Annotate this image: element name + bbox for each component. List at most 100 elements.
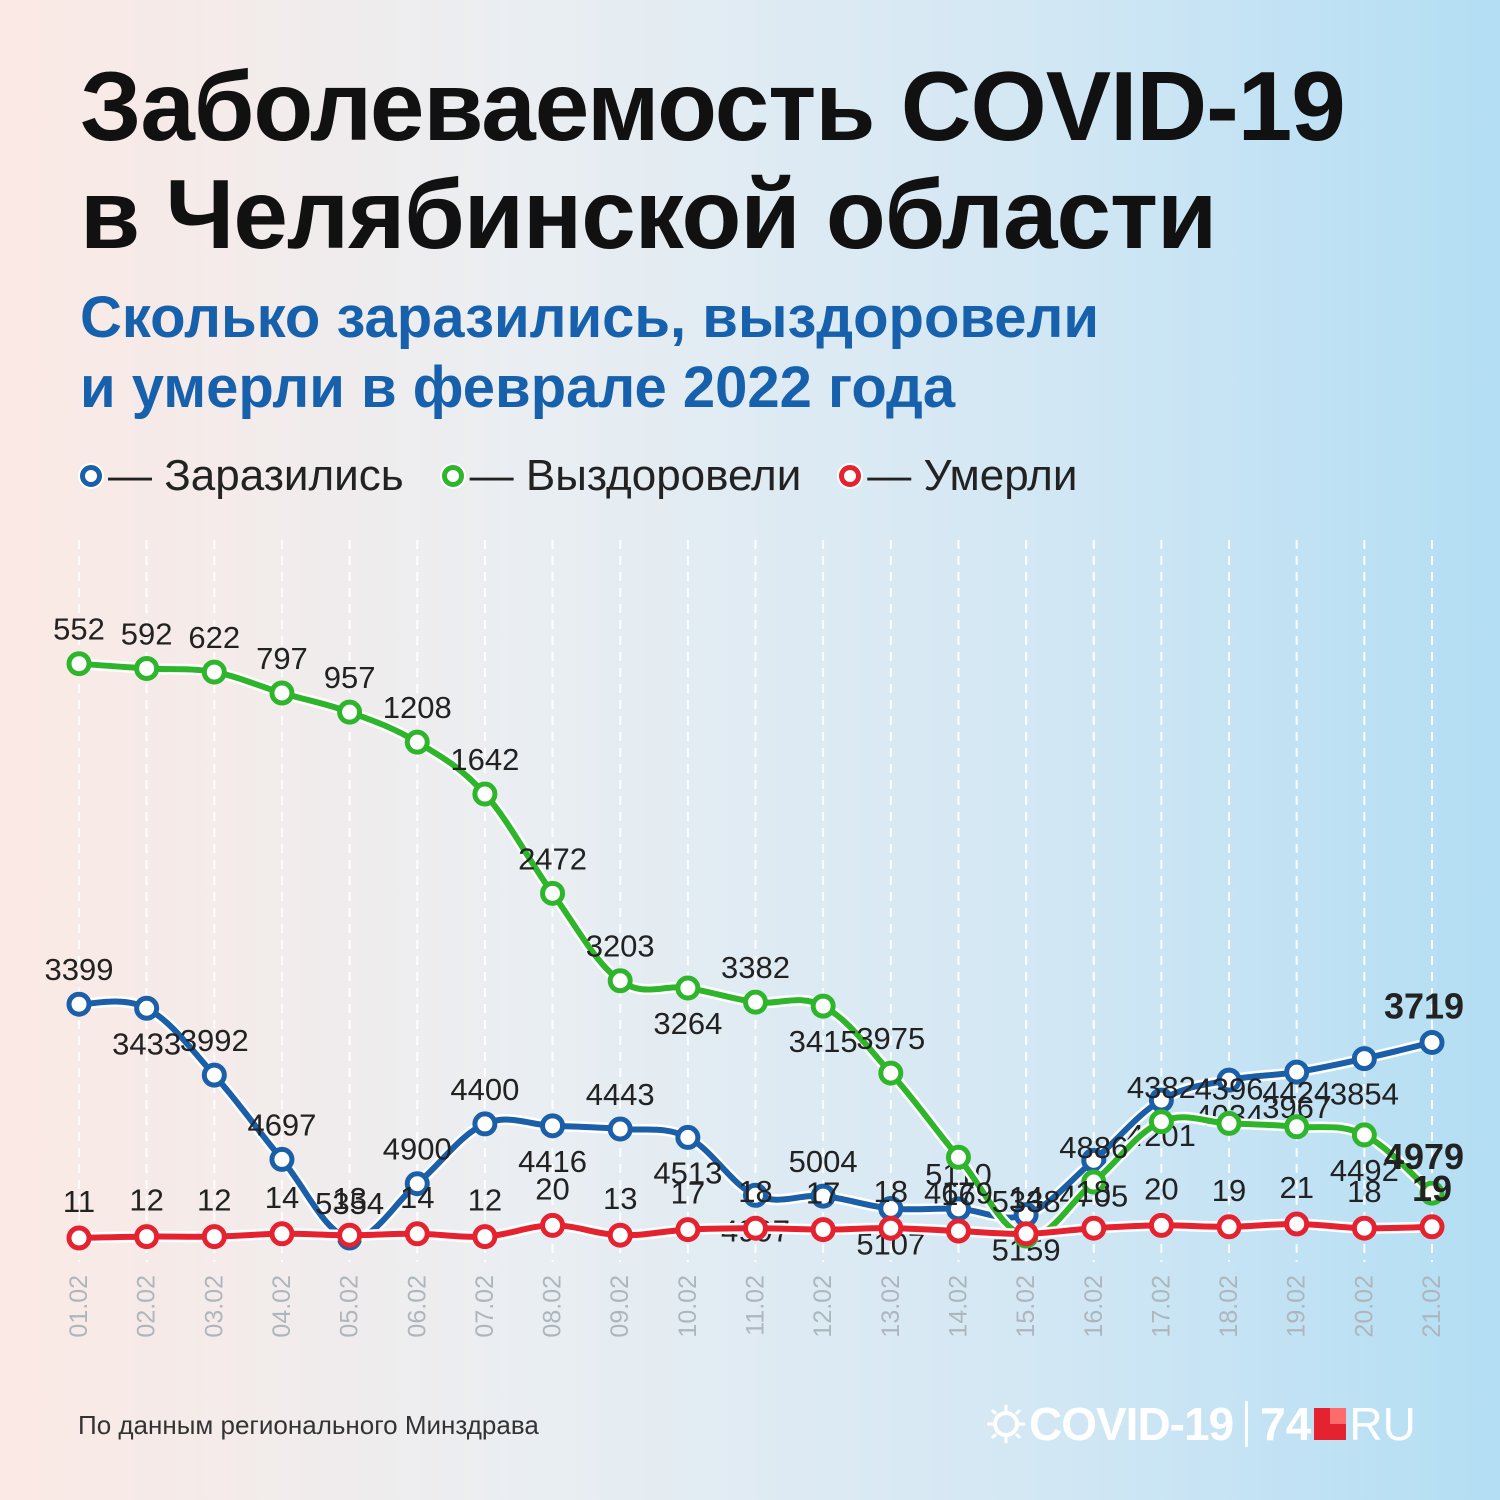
recovered-point	[201, 659, 227, 685]
recovered-point	[1351, 1122, 1377, 1148]
data-label: 4886	[1059, 1130, 1128, 1165]
data-label: 1208	[383, 690, 452, 725]
data-label: 5338	[992, 1184, 1061, 1219]
data-label: 2472	[518, 841, 587, 876]
data-label: 12	[129, 1183, 163, 1218]
data-label: 14	[265, 1180, 299, 1215]
deaths-point	[1148, 1212, 1174, 1238]
data-label: 11	[63, 1184, 95, 1219]
data-label: 3854	[1330, 1077, 1399, 1112]
infected-point	[66, 991, 92, 1017]
deaths-point	[66, 1225, 92, 1251]
data-label: 18	[738, 1174, 772, 1209]
infected-point	[675, 1124, 701, 1150]
legend-label-infected: — Заразились	[108, 451, 404, 500]
data-label: 20	[535, 1171, 569, 1206]
deaths-point	[878, 1215, 904, 1241]
data-label: 19	[1212, 1173, 1246, 1208]
x-tick-label: 21.02	[1418, 1275, 1446, 1338]
series-deaths: 11 12 12 14 13 14 12 20 13 17 18 17 18 16 14 18 20 19 21 18…	[63, 1168, 1452, 1251]
data-label: 3415	[789, 1024, 858, 1059]
infected-point	[269, 1146, 295, 1172]
data-label: 4400	[450, 1072, 519, 1107]
deaths-point	[1081, 1215, 1107, 1241]
data-label: 4679	[924, 1175, 993, 1210]
data-label: 797	[256, 641, 308, 676]
infected-point	[743, 1182, 768, 1208]
logo-separator	[1245, 1401, 1249, 1447]
deaths-point	[743, 1215, 768, 1241]
recovered-point	[607, 968, 633, 994]
x-tick-label: 20.02	[1350, 1275, 1378, 1338]
deaths-point	[337, 1222, 363, 1248]
data-label: 1642	[450, 742, 519, 777]
deaths-point	[201, 1224, 227, 1250]
subtitle-line-2: и умерли в феврале 2022 года	[80, 355, 956, 420]
source-note: По данным регионального Минздрава	[78, 1410, 539, 1440]
data-label: 4513	[653, 1155, 722, 1190]
data-label: 4492	[1330, 1153, 1399, 1188]
data-label: 12	[468, 1183, 502, 1218]
deaths-point	[472, 1224, 498, 1250]
data-label: 3203	[586, 929, 655, 964]
deaths-point	[269, 1221, 295, 1247]
recovered-point	[945, 1144, 971, 1170]
legend-item-recovered: — Выздоровели	[441, 451, 802, 501]
data-label: 3719	[1384, 985, 1464, 1026]
data-label: 622	[188, 620, 240, 655]
data-label: 14	[400, 1180, 434, 1215]
data-label: 13	[603, 1181, 637, 1216]
infected-point	[404, 1171, 430, 1197]
x-tick-label: 08.02	[539, 1275, 567, 1338]
recovered-point	[66, 651, 92, 677]
infected-point	[540, 1113, 566, 1139]
legend-label-recovered: — Выздоровели	[469, 451, 802, 500]
recovered-point	[540, 880, 566, 906]
recovered-point	[1216, 1110, 1242, 1136]
data-label: 19	[1412, 1168, 1452, 1209]
infected-point	[810, 1183, 836, 1209]
data-label: 13	[332, 1181, 366, 1216]
recovered-point	[337, 699, 363, 725]
recovered-point	[1148, 1109, 1174, 1135]
data-label: 4416	[518, 1144, 587, 1179]
x-tick-label: 13.02	[877, 1275, 905, 1338]
data-label: 3382	[721, 950, 790, 985]
logo-square-icon	[1314, 1408, 1347, 1440]
chart-legend: — Заразились — Выздоровели — Умерли	[80, 448, 1115, 504]
data-label: 18	[874, 1174, 908, 1209]
series-infected-line	[76, 998, 1435, 1242]
data-label: 4424	[1262, 1075, 1331, 1110]
deaths-point	[810, 1217, 836, 1243]
data-label: 12	[197, 1183, 231, 1218]
data-label: 957	[324, 660, 376, 695]
x-tick-label: 10.02	[674, 1275, 702, 1338]
recovered-point	[675, 975, 701, 1001]
infected-point	[1351, 1046, 1377, 1072]
x-tick-label: 01.02	[65, 1275, 93, 1338]
data-label: 18	[1077, 1174, 1111, 1209]
x-tick-label: 05.02	[336, 1275, 364, 1338]
infected-point	[201, 1062, 227, 1088]
infected-point	[472, 1111, 498, 1137]
recovered-point	[472, 781, 498, 807]
legend-item-infected: — Заразились	[80, 451, 404, 501]
page-title: Заболеваемость COVID-19 в Челябинской об…	[80, 52, 1346, 269]
x-tick-label: 14.02	[944, 1275, 972, 1338]
infected-point	[1216, 1067, 1242, 1093]
deaths-point	[134, 1224, 160, 1250]
x-tick-label: 18.02	[1215, 1275, 1243, 1338]
deaths-point	[1419, 1214, 1445, 1240]
data-label: 4900	[383, 1132, 452, 1167]
recovered-point	[269, 680, 295, 706]
data-label: 3264	[653, 1006, 722, 1041]
data-label: 18	[1347, 1174, 1381, 1209]
x-tick-label: 06.02	[403, 1275, 431, 1338]
logo-covid-text: COVID-19	[1029, 1398, 1234, 1450]
data-label: 3433	[112, 1026, 181, 1061]
data-label: 5004	[789, 1144, 858, 1179]
x-tick-label: 15.02	[1012, 1275, 1040, 1338]
recovered-point	[743, 989, 768, 1015]
title-line-2: в Челябинской области	[80, 159, 1217, 269]
